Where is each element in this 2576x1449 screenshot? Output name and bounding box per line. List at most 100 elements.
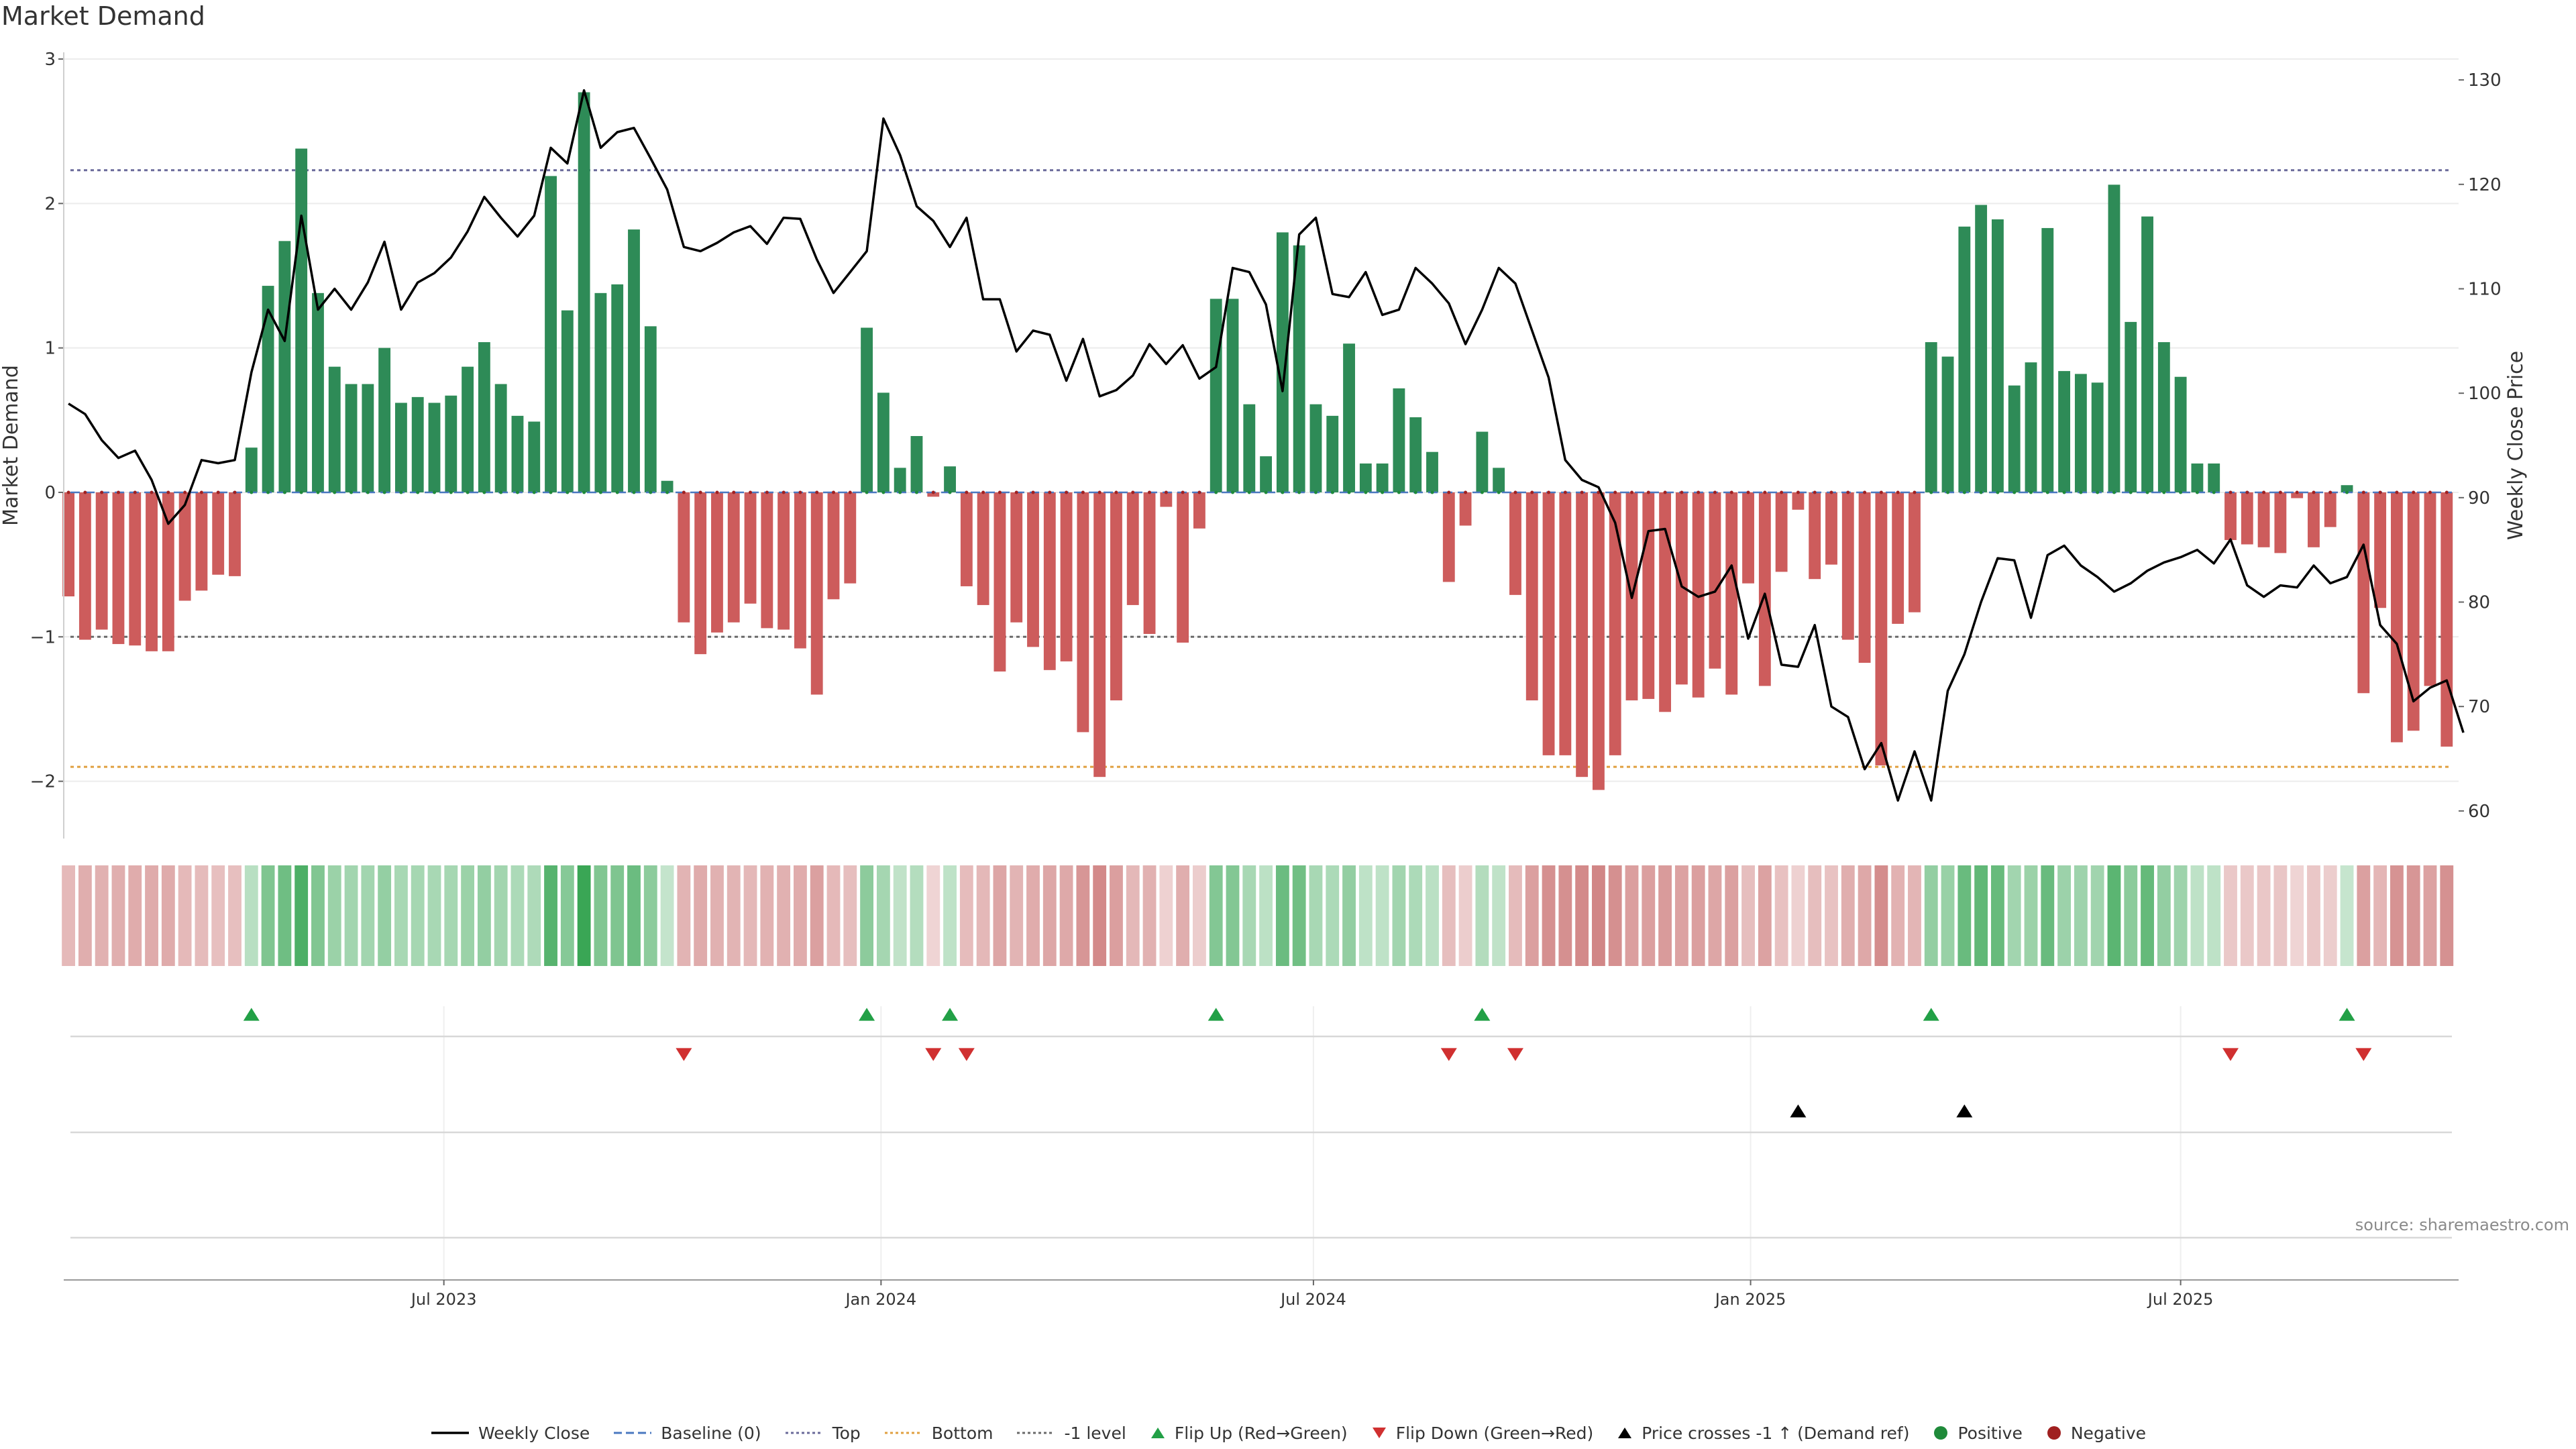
negative-dot (1813, 490, 1817, 494)
demand-bar (428, 402, 441, 492)
heat-cell (1691, 865, 1705, 966)
legend-item: Flip Up (Red→Green) (1149, 1424, 1348, 1443)
negative-dot (1081, 490, 1085, 494)
heat-cell (1674, 865, 1688, 966)
demand-bar (411, 396, 424, 492)
negative-dot (1846, 490, 1850, 494)
demand-bar (2274, 492, 2287, 553)
flip-up-marker (243, 1008, 260, 1021)
demand-bar (2108, 184, 2121, 492)
negative-dot (1097, 490, 1102, 494)
demand-bar (1792, 492, 1805, 510)
heat-cell (228, 865, 241, 966)
negative-dot (2229, 490, 2233, 494)
heat-cell (1209, 865, 1223, 966)
x-axis: Jul 2023 Jan 2024 Jul 2024 Jan 2025 Jul 2025 (64, 1279, 2459, 1309)
demand-bar (1892, 492, 1904, 624)
demand-bar (2208, 463, 2220, 492)
heat-cell (378, 865, 392, 966)
negative-dot (931, 490, 935, 494)
positive-dot (649, 490, 653, 494)
heat-cell (1725, 865, 1739, 966)
heat-cell (760, 865, 774, 966)
heat-cell (1392, 865, 1406, 966)
demand-bar (378, 347, 391, 492)
heat-cell (1542, 865, 1556, 966)
positive-dot (2195, 490, 2199, 494)
demand-bar (1459, 492, 1472, 526)
demand-bar (1675, 492, 1688, 685)
heat-cell (361, 865, 375, 966)
negative-dot (1148, 490, 1152, 494)
heat-cell (1891, 865, 1905, 966)
legend-item: Positive (1932, 1424, 2023, 1443)
legend-item: Negative (2045, 1424, 2146, 1443)
demand-bar (977, 492, 989, 605)
heat-cell (2323, 865, 2337, 966)
demand-bar (1126, 492, 1139, 605)
demand-bar (777, 492, 790, 630)
y-tick-label: 3 (44, 50, 56, 70)
demand-bar (960, 492, 973, 586)
negative-dot (2328, 490, 2332, 494)
negative-dot (2262, 490, 2266, 494)
demand-bar (2141, 216, 2153, 492)
legend-label: Bottom (931, 1423, 994, 1443)
legend-label: Flip Down (Green→Red) (1395, 1423, 1594, 1443)
demand-bar (894, 468, 906, 492)
heat-cell (976, 865, 990, 966)
demand-bar (545, 176, 557, 492)
y2-tick-label: 100 (2468, 384, 2502, 404)
flip-up-marker (942, 1008, 959, 1021)
legend-label: Price crosses -1 ↑ (Demand ref) (1642, 1423, 1910, 1443)
demand-bar (1725, 492, 1738, 695)
demand-bar (844, 492, 857, 584)
negative-dot (1697, 490, 1701, 494)
positive-dot (1281, 490, 1285, 494)
negative-dot (2412, 490, 2416, 494)
heat-cell (860, 865, 873, 966)
heat-cell (327, 865, 341, 966)
heat-cell (1991, 865, 2004, 966)
demand-bar (1775, 492, 1788, 572)
heat-cell (1924, 865, 1938, 966)
positive-dot (2179, 490, 2183, 494)
demand-bar (62, 492, 75, 597)
negative-dot (66, 490, 70, 494)
heat-cell (926, 865, 941, 966)
demand-bar (1991, 219, 2004, 492)
demand-bar (1692, 492, 1705, 698)
heat-cell (943, 865, 957, 966)
negative-dot (1713, 490, 1717, 494)
positive-dot (881, 490, 885, 494)
heat-cell (2423, 865, 2437, 966)
demand-bar (162, 492, 174, 651)
demand-bar (229, 492, 241, 576)
heat-cell (2340, 865, 2354, 966)
demand-bar (1027, 492, 1039, 647)
heat-cell (2041, 865, 2055, 966)
demand-bar (694, 492, 707, 655)
y2-tick-label: 70 (2468, 697, 2490, 717)
positive-dot (1313, 490, 1318, 494)
negative-dot (2395, 490, 2399, 494)
flip-down-marker (1440, 1048, 1457, 1061)
negative-dot (1613, 490, 1617, 494)
negative-dot (1763, 490, 1767, 494)
positive-dot (316, 490, 320, 494)
heat-cell (1808, 865, 1822, 966)
y2-tick-label: 60 (2468, 802, 2490, 822)
flip-down-marker (958, 1048, 975, 1061)
demand-bar (644, 326, 657, 492)
heat-cell (1708, 865, 1722, 966)
heat-cell (1426, 865, 1439, 966)
demand-bar (362, 384, 374, 492)
demand-bar (594, 292, 607, 492)
positive-dot (1397, 490, 1401, 494)
demand-bar (95, 492, 108, 630)
demand-bar (1975, 205, 1988, 492)
heat-cell (211, 865, 225, 966)
heat-cell (1176, 865, 1190, 966)
heat-cell (1159, 865, 1173, 966)
negative-dot (1796, 490, 1800, 494)
